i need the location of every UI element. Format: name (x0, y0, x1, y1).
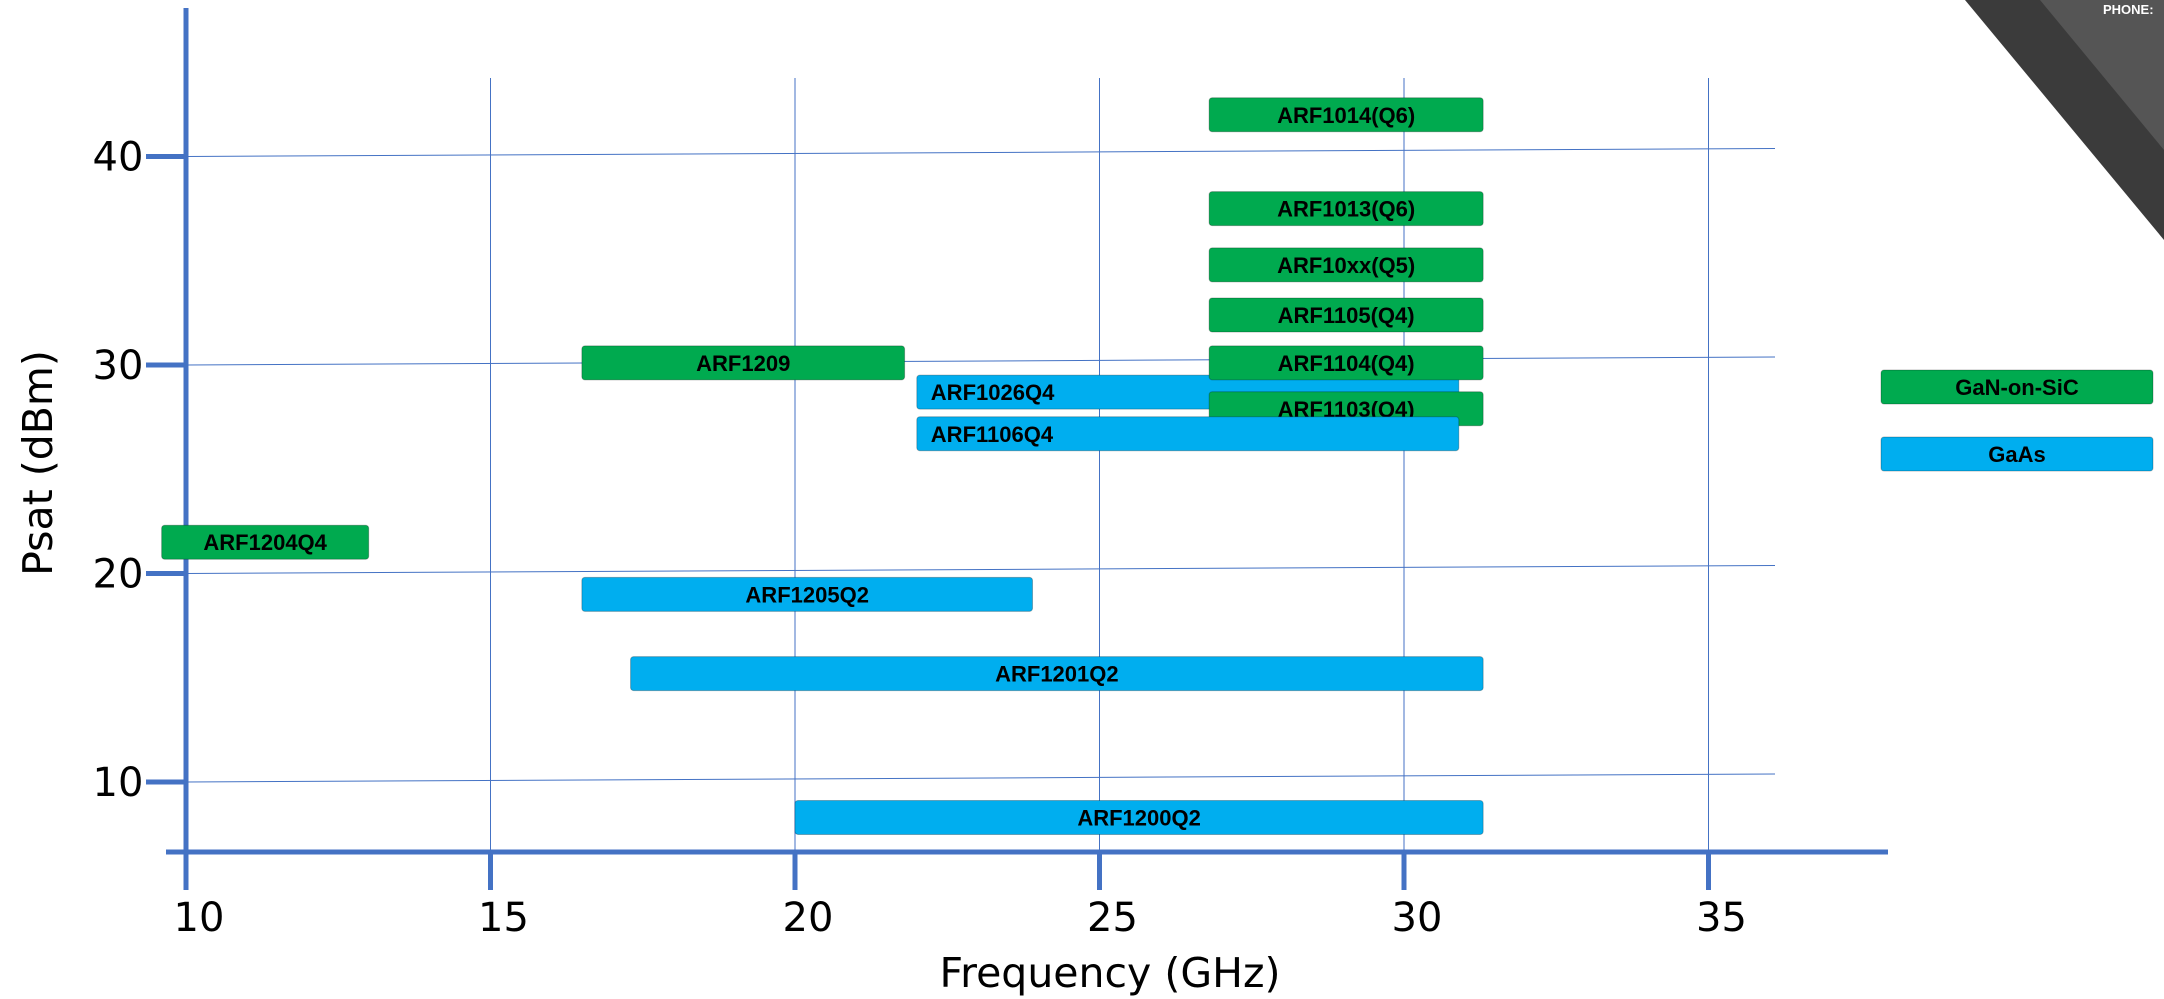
bar-label: ARF1200Q2 (1077, 805, 1201, 830)
bars: ARF1014(Q6) ARF1013(Q6) ARF10xx(Q5) ARF1105… (161, 97, 1484, 835)
bar-rect (1208, 345, 1484, 381)
bar-ARF1014(Q6): ARF1014(Q6) (1208, 97, 1484, 133)
bar-rect (1208, 97, 1484, 133)
bar-rect (1208, 191, 1484, 227)
x-tick-label-20: 20 (783, 895, 834, 941)
bar-label: ARF1026Q4 (931, 380, 1055, 405)
bar-rect (630, 656, 1484, 692)
corner-light-stripe (2040, 0, 2164, 150)
legend-label: GaN-on-SiC (1955, 375, 2079, 400)
bar-ARF1201Q2: ARF1201Q2 (630, 656, 1484, 692)
bar-label: ARF1204Q4 (203, 530, 327, 555)
x-tick-label-10: 10 (174, 895, 225, 941)
legend-swatch (1880, 436, 2154, 472)
legend-swatch (1880, 369, 2154, 405)
x-tick-label-35: 35 (1696, 895, 1747, 941)
grid-lines (185, 78, 1776, 852)
bar-label: ARF1105(Q4) (1278, 303, 1415, 328)
bar-label: ARF1013(Q6) (1277, 197, 1415, 222)
x-axis-title: Frequency (GHz) (940, 949, 1281, 997)
bar-label: ARF1014(Q6) (1277, 103, 1415, 128)
bar-label: ARF10xx(Q5) (1277, 253, 1415, 278)
bar-label: ARF1104(Q4) (1278, 351, 1415, 376)
legend-entry-GaAs: GaAs (1880, 436, 2154, 472)
bar-rect (794, 799, 1484, 835)
axes: 10 15 20 25 30 35 10 20 30 40 (93, 8, 1888, 941)
bar-rect (916, 416, 1460, 452)
y-tick-label-20: 20 (93, 552, 144, 598)
bar-rect (1208, 247, 1484, 283)
y-tick-label-10: 10 (93, 760, 144, 806)
bar-rect (581, 345, 906, 381)
y-tick-label-40: 40 (93, 135, 144, 181)
bar-label: ARF1205Q2 (745, 582, 869, 607)
x-tick-label-30: 30 (1392, 895, 1443, 941)
grid-line-y-10 (185, 773, 1776, 783)
bar-rect (161, 524, 370, 560)
bar-ARF10xx(Q5): ARF10xx(Q5) (1208, 247, 1484, 283)
legend-label: GaAs (1988, 442, 2045, 467)
bar-ARF1204Q4: ARF1204Q4 (161, 524, 370, 560)
y-tick-label-30: 30 (93, 343, 144, 389)
grid-line-y-30 (185, 356, 1776, 366)
x-tick-label-15: 15 (478, 895, 529, 941)
corner-decoration: PHONE: (1965, 0, 2164, 240)
bar-label: ARF1209 (696, 351, 790, 376)
bar-ARF1205Q2: ARF1205Q2 (581, 576, 1034, 612)
x-tick-label-25: 25 (1087, 895, 1138, 941)
bar-ARF1105(Q4): ARF1105(Q4) (1208, 297, 1484, 333)
bar-rect (1208, 297, 1484, 333)
legend: GaN-on-SiC GaAs (1880, 369, 2154, 472)
bar-ARF1104(Q4): ARF1104(Q4) (1208, 345, 1484, 381)
grid-line-y-20 (185, 565, 1776, 574)
corner-phone-text: PHONE: (2103, 2, 2154, 17)
bar-label: ARF1106Q4 (931, 422, 1054, 447)
bar-ARF1209: ARF1209 (581, 345, 906, 381)
grid-line-y-40 (185, 148, 1776, 157)
bar-label: ARF1201Q2 (995, 662, 1119, 687)
bar-ARF1013(Q6): ARF1013(Q6) (1208, 191, 1484, 227)
bar-rect (581, 576, 1034, 612)
bar-ARF1106Q4: ARF1106Q4 (916, 416, 1460, 452)
legend-entry-GaN-on-SiC: GaN-on-SiC (1880, 369, 2154, 405)
bar-ARF1200Q2: ARF1200Q2 (794, 799, 1484, 835)
y-axis-title: Psat (dBm) (14, 350, 62, 576)
